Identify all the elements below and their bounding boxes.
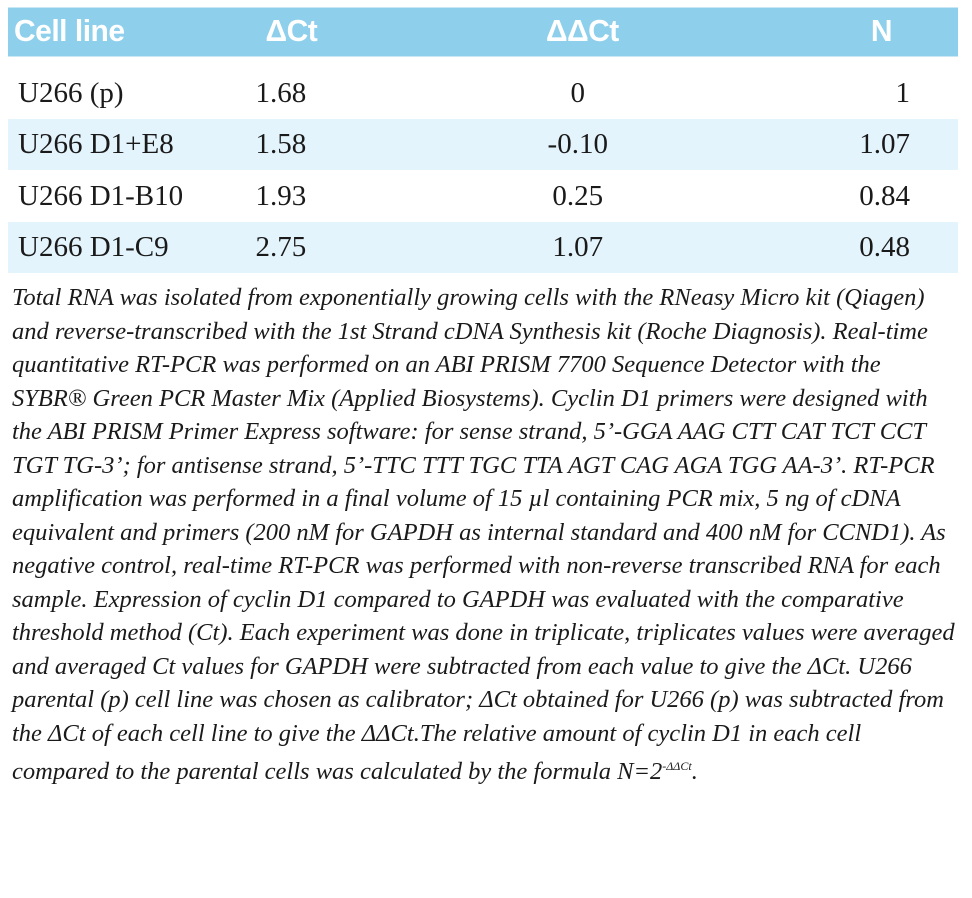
results-table: Cell line ΔCt ΔΔCt N U266 (p) 1.68 0 1 U…: [8, 7, 958, 273]
header-delta-ct: ΔCt: [245, 7, 483, 57]
cell-delta-ct: 1.93: [255, 180, 307, 212]
cell-n: 1: [895, 77, 911, 109]
table-row: U266 D1-B10 1.93 0.25 0.84: [8, 171, 958, 223]
cell-delta-delta-ct: 0: [570, 77, 586, 109]
table-footnote: Total RNA was isolated from exponentiall…: [12, 281, 957, 789]
table-container: Cell line ΔCt ΔΔCt N U266 (p) 1.68 0 1 U…: [8, 7, 958, 789]
cell-n: 0.84: [859, 180, 910, 212]
formula-exponent: -ΔΔCt: [662, 759, 692, 773]
cell-delta-delta-ct: -0.10: [483, 119, 721, 171]
footnote-end: .: [691, 758, 698, 786]
table-row: U266 D1+E8 1.58 -0.10 1.07: [8, 119, 958, 171]
header-cell-line: Cell line: [8, 7, 246, 57]
table-row: U266 (p) 1.68 0 1: [8, 68, 958, 119]
header-n: N: [720, 7, 958, 57]
table-header-row: Cell line ΔCt ΔΔCt N: [8, 7, 958, 57]
table-spacer: [8, 56, 958, 68]
table-row: U266 D1-C9 2.75 1.07 0.48: [8, 222, 958, 273]
cell-delta-ct: 1.58: [245, 119, 483, 171]
footnote-text: Total RNA was isolated from exponentiall…: [12, 284, 955, 786]
cell-delta-delta-ct: 0.25: [552, 180, 604, 212]
header-delta-delta-ct: ΔΔCt: [483, 7, 721, 57]
cell-line: U266 D1-B10: [18, 180, 184, 212]
cell-line: U266 D1-C9: [8, 222, 246, 273]
cell-delta-ct: 2.75: [245, 222, 483, 273]
cell-delta-delta-ct: 1.07: [483, 222, 721, 273]
cell-n: 1.07: [720, 119, 958, 171]
cell-line: U266 (p): [18, 77, 124, 109]
cell-n: 0.48: [720, 222, 958, 273]
cell-line: U266 D1+E8: [8, 119, 246, 171]
cell-delta-ct: 1.68: [255, 77, 307, 109]
